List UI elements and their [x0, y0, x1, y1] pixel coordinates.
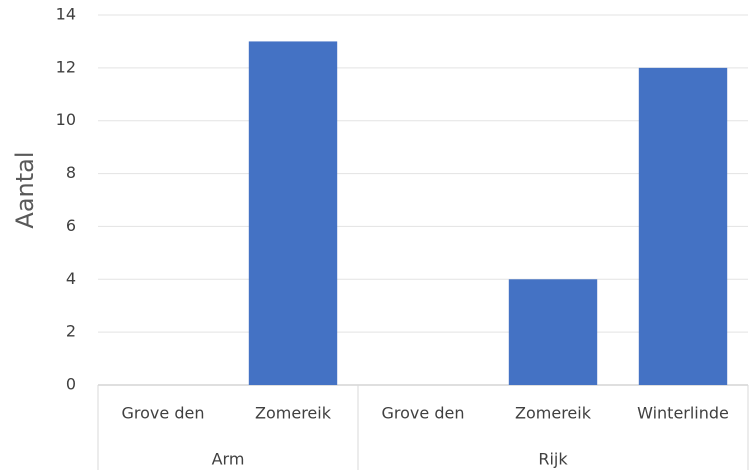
y-tick-label: 8	[66, 163, 76, 182]
y-axis-title: Aantal	[11, 151, 39, 228]
x-tick-label: Zomereik	[515, 404, 592, 423]
group-label: Arm	[212, 450, 245, 469]
y-tick-label: 14	[56, 5, 76, 24]
bar	[638, 67, 728, 385]
x-tick-label: Winterlinde	[637, 404, 729, 423]
group-label: Rijk	[538, 450, 568, 469]
x-tick-label: Zomereik	[255, 404, 332, 423]
y-tick-label: 12	[56, 57, 76, 76]
bar	[248, 41, 338, 386]
bar	[508, 279, 598, 385]
y-tick-label: 10	[56, 110, 76, 129]
x-tick-label: Grove den	[382, 404, 465, 423]
y-tick-label: 4	[66, 269, 76, 288]
y-tick-label: 2	[66, 322, 76, 341]
y-tick-label: 6	[66, 216, 76, 235]
y-tick-label: 0	[66, 375, 76, 394]
x-tick-label: Grove den	[122, 404, 205, 423]
